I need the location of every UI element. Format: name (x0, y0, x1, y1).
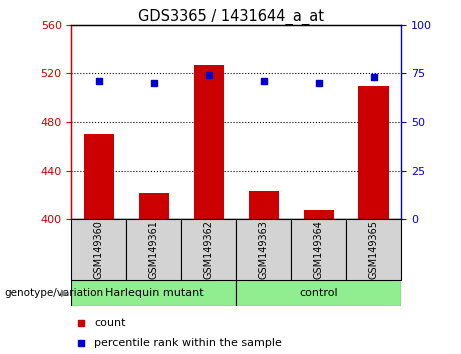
Bar (359, 86, 389, 219)
Point (95, 78, 103, 84)
Bar (126, 219, 181, 280)
Text: Harlequin mutant: Harlequin mutant (105, 288, 203, 298)
Point (260, 78, 267, 84)
Bar (303, 210, 334, 219)
Bar (236, 219, 291, 280)
Text: GSM149363: GSM149363 (259, 220, 269, 279)
Bar (139, 193, 169, 219)
Bar (291, 219, 346, 280)
Bar (194, 65, 224, 219)
Point (150, 80, 158, 86)
Point (205, 73, 213, 78)
Text: GSM149360: GSM149360 (94, 220, 104, 279)
Text: ▶: ▶ (61, 288, 68, 298)
Point (77, 320, 85, 325)
Text: GSM149361: GSM149361 (149, 220, 159, 279)
Text: GDS3365 / 1431644_a_at: GDS3365 / 1431644_a_at (137, 9, 324, 25)
Point (315, 80, 322, 86)
Text: GSM149362: GSM149362 (204, 220, 214, 279)
Bar (236, 280, 401, 306)
Text: GSM149364: GSM149364 (313, 220, 324, 279)
Bar (181, 219, 236, 280)
Text: control: control (299, 288, 338, 298)
Point (77, 340, 85, 346)
Text: GSM149365: GSM149365 (369, 220, 378, 279)
Text: count: count (94, 318, 125, 327)
Bar (71, 219, 126, 280)
Point (370, 75, 377, 80)
Bar (84, 134, 114, 219)
Text: genotype/variation: genotype/variation (5, 288, 104, 298)
Bar (71, 280, 236, 306)
Bar (346, 219, 401, 280)
Text: percentile rank within the sample: percentile rank within the sample (94, 338, 282, 348)
Bar (248, 192, 279, 219)
